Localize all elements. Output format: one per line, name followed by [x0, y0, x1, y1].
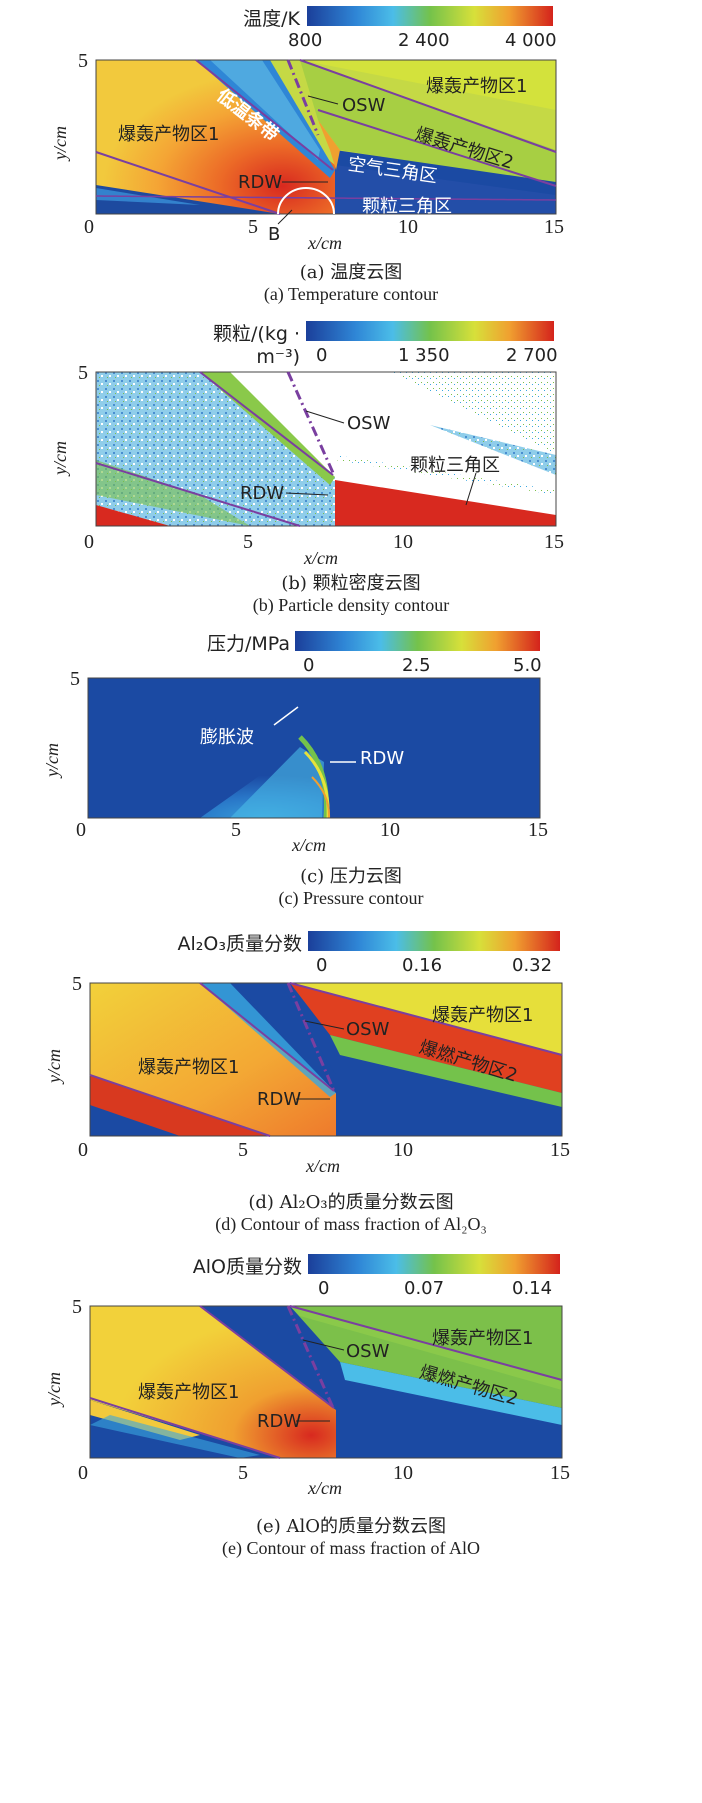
- panel-b: 颗粒/(kg · m⁻³) 0 1 350 2 700 5 y/cm 0 5 1…: [0, 315, 702, 635]
- x-axis-label: x/cm: [308, 233, 342, 253]
- caption-zh: (a) 温度云图: [299, 262, 403, 283]
- label-expansion-wave: 膨胀波: [200, 727, 254, 748]
- panel-e-figure: [89, 1254, 563, 1459]
- colorbar-tick: 0.16: [402, 955, 443, 976]
- x-tick: 15: [544, 531, 564, 553]
- colorbar-tick: 2 400: [398, 30, 450, 51]
- colorbar: [306, 321, 554, 341]
- x-axis-label: x/cm: [304, 548, 338, 568]
- x-tick: 5: [248, 216, 258, 238]
- panel-c-figure: [87, 631, 541, 819]
- x-tick: 10: [398, 216, 418, 238]
- caption-en: (b) Particle density contour: [252, 595, 450, 615]
- x-tick: 10: [393, 1139, 413, 1161]
- x-axis-label: x/cm: [308, 1478, 342, 1498]
- label-rdw: RDW: [257, 1089, 302, 1110]
- colorbar-tick: 2.5: [402, 655, 431, 676]
- label-rdw: RDW: [238, 172, 283, 193]
- colorbar: [295, 631, 540, 651]
- colorbar-tick: 0: [316, 955, 328, 976]
- label-particle-triangle: 颗粒三角区: [362, 196, 452, 217]
- caption-zh: (e) AlO的质量分数云图: [256, 1516, 446, 1537]
- colorbar-tick: 1 350: [398, 345, 450, 366]
- colorbar: [308, 931, 560, 951]
- colorbar-tick: 4 000: [505, 30, 557, 51]
- label-particle-triangle: 颗粒三角区: [410, 455, 500, 476]
- panel-d: Al₂O₃质量分数 0 0.16 0.32 5 y/cm 0 5 10 15 x…: [0, 925, 702, 1245]
- x-tick: 5: [243, 531, 253, 553]
- colorbar-title: 压力/MPa: [206, 633, 290, 655]
- x-tick: 0: [78, 1462, 88, 1484]
- colorbar-tick: 0: [303, 655, 315, 676]
- x-tick: 0: [76, 819, 86, 841]
- colorbar: [307, 6, 553, 26]
- caption-en: (a) Temperature contour: [263, 284, 439, 304]
- x-tick: 15: [528, 819, 548, 841]
- x-tick: 15: [550, 1462, 570, 1484]
- colorbar: [308, 1254, 560, 1274]
- label-products-1-left: 爆轰产物区1: [118, 124, 220, 145]
- y-tick: 5: [78, 362, 88, 384]
- x-tick: 10: [380, 819, 400, 841]
- x-axis-label: x/cm: [306, 1156, 340, 1176]
- panel-a-figure: [95, 6, 557, 225]
- label-products-1-top: 爆轰产物区1: [426, 76, 528, 97]
- caption-en: (c) Pressure contour: [278, 888, 424, 908]
- x-tick: 5: [231, 819, 241, 841]
- label-products-1-top: 爆轰产物区1: [432, 1328, 534, 1349]
- label-rdw: RDW: [360, 748, 405, 769]
- x-tick: 15: [544, 216, 564, 238]
- y-axis-label: y/cm: [50, 441, 70, 475]
- colorbar-tick: 800: [288, 30, 323, 51]
- panel-d-figure: [89, 931, 563, 1137]
- y-tick: 5: [72, 973, 82, 995]
- panel-a: 温度/K 800 2 400 4 000 5 y/cm 0 5 10 15 x/…: [0, 0, 702, 330]
- colorbar-tick: 0: [318, 1278, 330, 1299]
- label-b-marker: B: [268, 224, 281, 245]
- colorbar-tick: 0.07: [404, 1278, 445, 1299]
- label-rdw: RDW: [240, 483, 285, 504]
- y-axis-label: y/cm: [44, 1049, 64, 1083]
- panel-e: AlO质量分数 0 0.07 0.14 5 y/cm 0 5 10 15 x/c…: [0, 1250, 702, 1580]
- colorbar-tick: 0.14: [512, 1278, 553, 1299]
- x-tick: 10: [393, 531, 413, 553]
- x-tick: 0: [84, 216, 94, 238]
- caption-zh: (d) Al₂O₃的质量分数云图: [248, 1192, 454, 1213]
- y-tick: 5: [78, 50, 88, 72]
- x-axis-label: x/cm: [292, 835, 326, 855]
- caption-zh: (c) 压力云图: [300, 866, 402, 887]
- colorbar-tick: 2 700: [506, 345, 558, 366]
- colorbar-title: AlO质量分数: [192, 1256, 302, 1278]
- y-axis-label: y/cm: [50, 126, 70, 160]
- colorbar-title: Al₂O₃质量分数: [177, 933, 302, 955]
- label-osw: OSW: [346, 1019, 390, 1040]
- panel-b-figure: [95, 321, 557, 527]
- colorbar-tick: 5.0: [513, 655, 542, 676]
- x-tick: 5: [238, 1139, 248, 1161]
- y-tick: 5: [72, 1296, 82, 1318]
- x-tick: 10: [393, 1462, 413, 1484]
- caption-en: (d) Contour of mass fraction of Al₂O₃: [215, 1214, 487, 1234]
- x-tick: 15: [550, 1139, 570, 1161]
- x-tick: 0: [78, 1139, 88, 1161]
- colorbar-tick: 0: [316, 345, 328, 366]
- y-axis-label: y/cm: [42, 743, 62, 777]
- y-axis-label: y/cm: [44, 1372, 64, 1406]
- colorbar-title: 温度/K: [243, 8, 300, 30]
- label-osw: OSW: [346, 1341, 390, 1362]
- label-osw: OSW: [342, 95, 386, 116]
- label-products-1-left: 爆轰产物区1: [138, 1057, 240, 1078]
- caption-zh: (b) 颗粒密度云图: [281, 573, 421, 594]
- label-osw: OSW: [347, 413, 391, 434]
- label-rdw: RDW: [257, 1411, 302, 1432]
- y-tick: 5: [70, 668, 80, 690]
- x-tick: 0: [84, 531, 94, 553]
- colorbar-title: 颗粒/(kg · m⁻³): [213, 323, 300, 368]
- label-products-1-top: 爆轰产物区1: [432, 1005, 534, 1026]
- caption-en: (e) Contour of mass fraction of AlO: [222, 1538, 480, 1558]
- panel-c: 压力/MPa 0 2.5 5.0 5 y/cm 0 5 10 15 x/cm 膨…: [0, 627, 702, 927]
- label-products-1-left: 爆轰产物区1: [138, 1382, 240, 1403]
- colorbar-tick: 0.32: [512, 955, 553, 976]
- x-tick: 5: [238, 1462, 248, 1484]
